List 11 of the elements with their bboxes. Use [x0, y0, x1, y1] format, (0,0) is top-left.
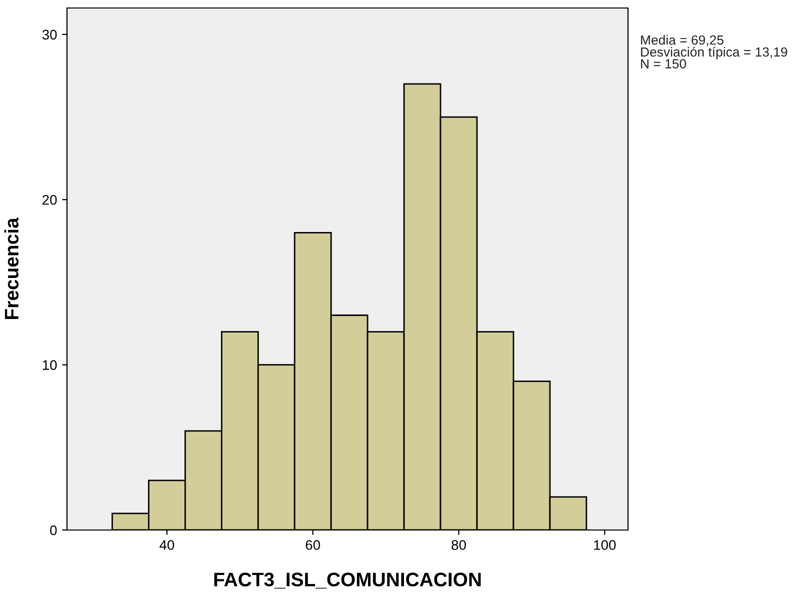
y-tick-label: 20: [42, 194, 57, 205]
y-tick-label: 0: [50, 525, 57, 536]
y-tick-label: 10: [42, 360, 57, 370]
y-axis-title: Frecuencia: [4, 218, 19, 320]
x-tick-label: 80: [452, 540, 466, 550]
x-tick-label: 100: [594, 540, 616, 550]
x-tick-label: 60: [306, 540, 320, 550]
x-axis-title: FACT3_ISL_COMUNICACION: [214, 572, 481, 589]
y-tick-label: 30: [42, 30, 57, 40]
x-tick-label: 40: [160, 540, 174, 550]
text: Media = 69,25 Desviación típica = 13,19 N = 150: [641, 35, 788, 68]
